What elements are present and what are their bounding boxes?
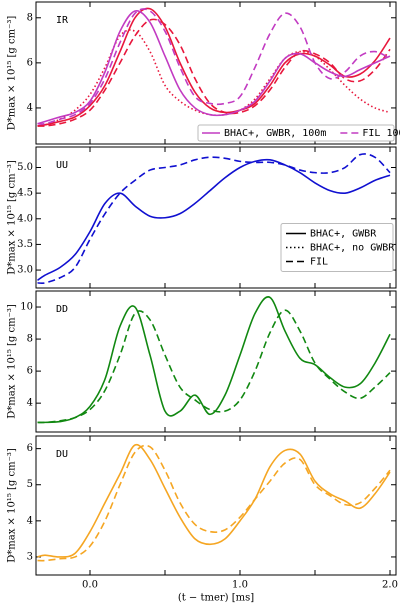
data-line <box>37 8 391 125</box>
y-axis-label: D*max × 10¹⁵ [g cm⁻³] <box>7 160 18 275</box>
data-line <box>37 29 391 127</box>
data-line <box>37 309 391 424</box>
legend-label: BHAC+, GWBR, 100m <box>224 128 326 139</box>
y-tick-label: 6 <box>27 366 33 377</box>
x-axis-label: (t − tmer) [ms] <box>178 593 254 604</box>
data-line <box>37 18 391 127</box>
y-tick-label: 5.0 <box>17 162 33 173</box>
data-line <box>37 443 391 558</box>
y-tick-label: 4.0 <box>17 213 33 224</box>
data-line <box>37 9 391 125</box>
data-line <box>37 296 391 424</box>
x-tick-label: 2.0 <box>382 580 398 591</box>
y-tick-label: 4 <box>27 102 33 113</box>
legend-label: FIL 100m <box>362 128 400 139</box>
y-tick-label: 6 <box>27 443 33 454</box>
panel-label: DD <box>56 304 68 315</box>
x-tick-label: 0.0 <box>82 580 98 591</box>
legend-label: BHAC+, GWBR <box>310 229 377 240</box>
y-tick-label: 6 <box>27 57 33 68</box>
y-tick-label: 4 <box>27 515 33 526</box>
y-tick-label: 4.5 <box>17 188 33 199</box>
panel-label: IR <box>56 15 69 26</box>
panel: 3.0 3.5 4.0 4.5 5.0 UU D*max × 10¹⁵ [g cm⁻³] BH… <box>7 146 397 289</box>
legend-label: FIL <box>310 257 328 268</box>
panel: 0.0 1.0 2.0 3 4 5 6 DU D*max × 10¹⁵ [g cm⁻³] (t −… <box>7 435 398 604</box>
plot-frame <box>35 435 397 576</box>
y-tick-label: 10 <box>20 302 33 313</box>
data-line <box>37 158 391 281</box>
panel: 4 6 8 10 DD D*max × 10¹⁵ [g cm⁻³] <box>7 290 397 433</box>
y-tick-label: 3 <box>27 551 33 562</box>
y-tick-label: 3.5 <box>17 239 33 250</box>
y-tick-label: 8 <box>27 334 33 345</box>
y-tick-label: 3.0 <box>17 265 33 276</box>
panel: 4 6 8 IR D*max × 10¹⁵ [g cm⁻³] BHAC+, GWBR, 1… <box>7 1 400 145</box>
data-line <box>37 7 391 127</box>
x-tick-label: 1.0 <box>232 580 248 591</box>
y-axis-label: D*max × 10¹⁵ [g cm⁻³] <box>7 304 18 419</box>
legend-box <box>197 124 395 142</box>
y-axis-label: D*max × 10¹⁵ [g cm⁻³] <box>7 448 18 563</box>
plot-frame <box>35 290 397 433</box>
y-tick-label: 5 <box>27 479 33 490</box>
legend-box <box>280 223 394 272</box>
data-line <box>37 444 391 562</box>
panel-label: UU <box>56 160 68 171</box>
y-tick-label: 8 <box>27 12 33 23</box>
panel-label: DU <box>56 449 68 460</box>
legend-label: BHAC+, no GWBR <box>310 243 395 254</box>
plot-frame <box>35 1 397 145</box>
y-tick-label: 4 <box>27 398 33 409</box>
plot-frame <box>35 146 397 289</box>
y-axis-label: D*max × 10¹⁵ [g cm⁻³] <box>7 16 18 131</box>
